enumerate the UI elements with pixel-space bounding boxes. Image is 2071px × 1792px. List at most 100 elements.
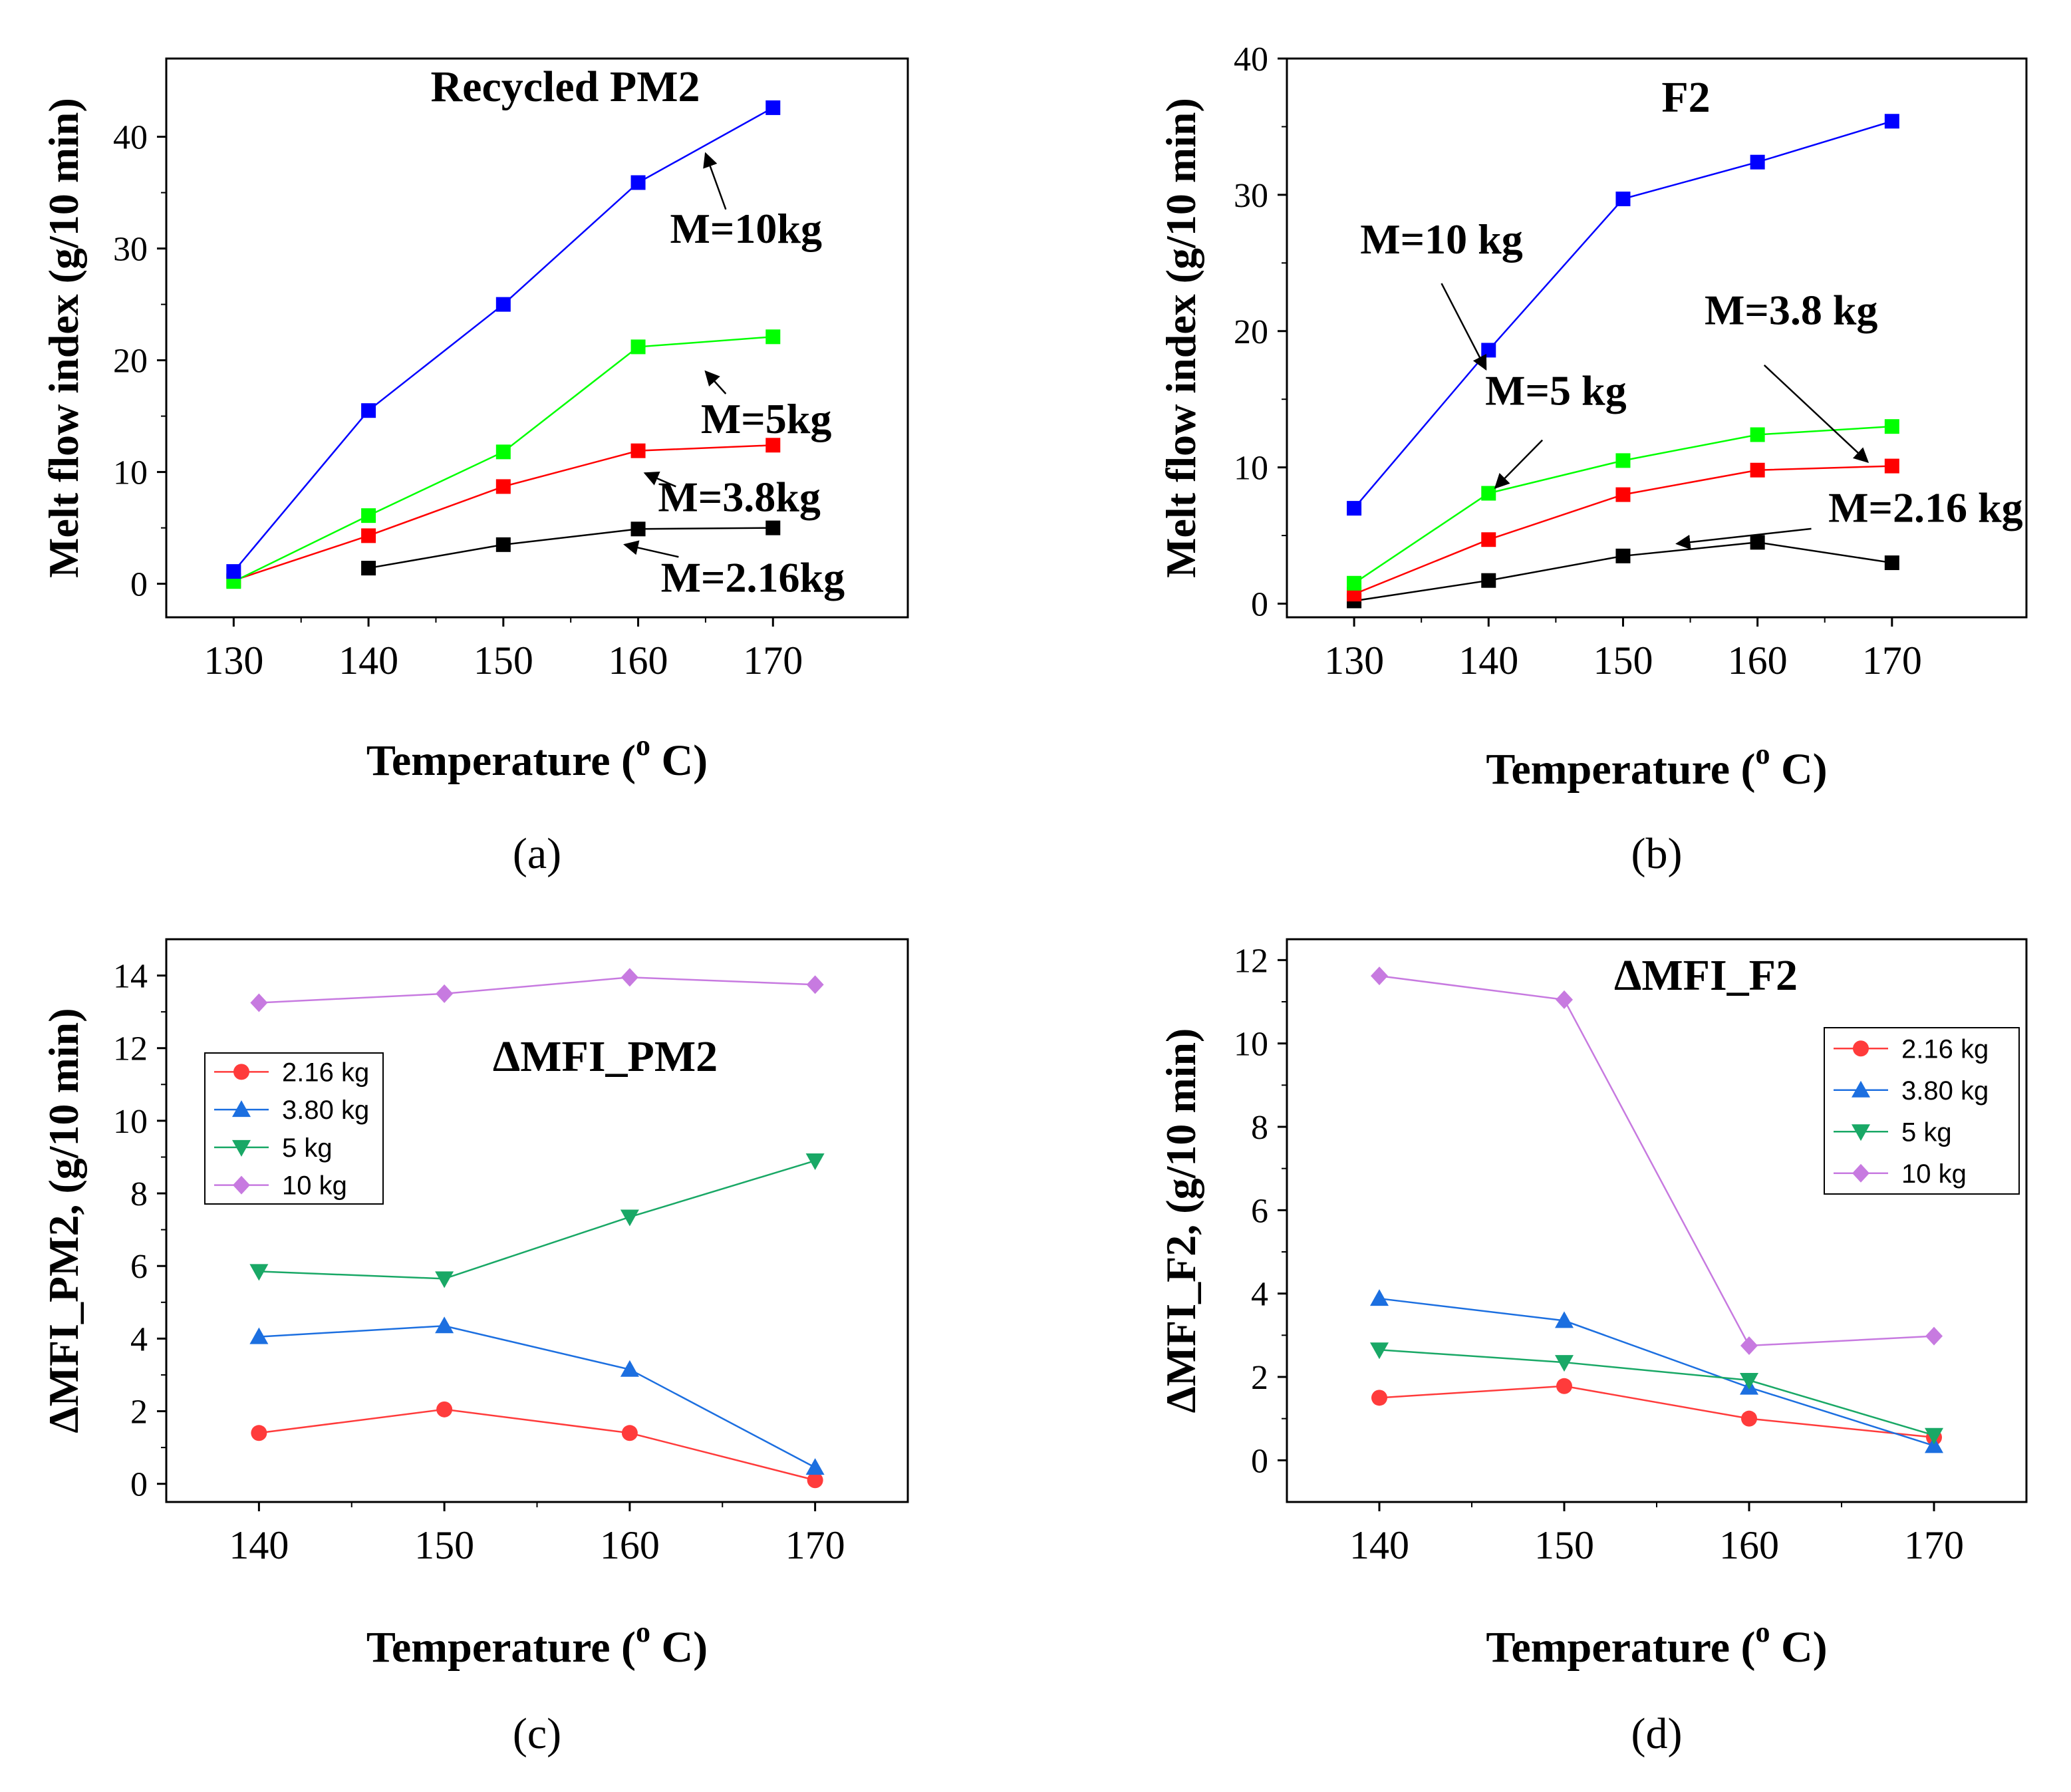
series-10-kg bbox=[250, 968, 824, 1012]
annotation-arrow bbox=[703, 152, 727, 210]
y-tick-label: 40 bbox=[1234, 41, 1268, 78]
legend-label: 2.16 kg bbox=[282, 1058, 369, 1087]
y-tick-label: 0 bbox=[1251, 1442, 1268, 1480]
series-10-kg bbox=[1371, 967, 1943, 1355]
legend-item: 3.80 kg bbox=[214, 1096, 369, 1125]
y-tick-label: 20 bbox=[113, 343, 148, 380]
annotation: M=2.16 kg bbox=[1675, 484, 2023, 550]
x-axis-label-unit: C) bbox=[1770, 745, 1827, 794]
x-axis-label: Temperature (o C) bbox=[1486, 1616, 1827, 1672]
x-tick-label: 150 bbox=[474, 639, 533, 682]
annotation-label: M=3.8kg bbox=[658, 473, 820, 520]
data-point bbox=[1740, 1336, 1758, 1355]
annotation-label: M=10kg bbox=[670, 205, 821, 252]
y-tick-label: 20 bbox=[1234, 313, 1268, 351]
data-point bbox=[1555, 1355, 1574, 1372]
data-point bbox=[1925, 1427, 1943, 1445]
x-tick-label: 170 bbox=[743, 639, 803, 682]
annotation: M=5 kg bbox=[1485, 367, 1627, 489]
plot-frame bbox=[165, 57, 909, 619]
x-tick-label: 160 bbox=[600, 1523, 660, 1567]
legend-label: 2.16 kg bbox=[1901, 1034, 1989, 1064]
data-point bbox=[361, 508, 376, 523]
panel-a-recycled-pm2: 130 140 150 160 170 0 10 20 30 40 Recycled PM2 Melt… bbox=[40, 57, 909, 878]
legend-label: 10 kg bbox=[282, 1171, 347, 1201]
y-tick-label: 0 bbox=[130, 1466, 148, 1504]
data-point bbox=[1556, 990, 1573, 1009]
data-point bbox=[435, 1316, 454, 1334]
data-point bbox=[630, 443, 646, 458]
y-tick-label: 40 bbox=[113, 119, 148, 157]
x-tick-label: 140 bbox=[1458, 639, 1518, 682]
y-tick-label: 14 bbox=[113, 958, 148, 996]
legend-box bbox=[1824, 1027, 2020, 1195]
data-point bbox=[1740, 1373, 1758, 1390]
data-point bbox=[1750, 462, 1765, 478]
series-2.16-kg bbox=[1371, 1378, 1942, 1445]
data-point bbox=[1615, 192, 1631, 207]
legend-item: 5 kg bbox=[214, 1133, 333, 1163]
x-tick-label: 160 bbox=[609, 639, 668, 682]
x-axis-ticks: 140 150 160 170 bbox=[1349, 1502, 1964, 1567]
y-tick-label: 6 bbox=[1251, 1192, 1268, 1230]
annotation-label: M=3.8 kg bbox=[1705, 287, 1877, 334]
data-point bbox=[1884, 458, 1899, 474]
x-tick-label: 140 bbox=[339, 639, 398, 682]
data-point bbox=[226, 564, 241, 579]
annotation-arrow bbox=[623, 540, 679, 558]
annotation: M=10kg bbox=[670, 152, 822, 252]
y-axis-label: Melt flow index (g/10 min) bbox=[40, 98, 87, 578]
y-tick-label: 10 bbox=[1234, 450, 1268, 488]
data-point bbox=[436, 984, 454, 1003]
data-point bbox=[1481, 573, 1496, 588]
x-tick-label: 150 bbox=[1534, 1523, 1594, 1567]
data-point bbox=[1615, 453, 1631, 468]
panel-label: (a) bbox=[513, 829, 561, 878]
annotation-arrow bbox=[643, 471, 676, 488]
x-axis-label-main: Temperature ( bbox=[366, 736, 636, 785]
chart-title: Recycled PM2 bbox=[431, 63, 700, 111]
legend-label: 3.80 kg bbox=[1901, 1076, 1989, 1106]
series-line bbox=[368, 527, 773, 569]
panel-c-delta-mfi-pm2: 140 150 160 170 0 2 4 6 8 10 12 14 ΔMFI_PM2 ΔMFI_PM2,… bbox=[40, 938, 909, 1758]
x-axis-label-degree: o bbox=[1755, 738, 1770, 770]
y-tick-label: 0 bbox=[130, 566, 148, 604]
x-axis-label-main: Temperature ( bbox=[1486, 745, 1755, 794]
series-line bbox=[1379, 974, 1935, 1347]
series-m-2.16-kg bbox=[1347, 535, 1899, 609]
x-axis-label-degree: o bbox=[636, 1616, 650, 1648]
x-tick-label: 170 bbox=[1904, 1523, 1964, 1567]
x-tick-label: 140 bbox=[1349, 1523, 1409, 1567]
y-tick-label: 2 bbox=[130, 1394, 148, 1431]
data-point bbox=[250, 993, 268, 1012]
data-point bbox=[765, 329, 781, 345]
annotation-label: M=2.16kg bbox=[661, 553, 845, 601]
annotation-arrow bbox=[1494, 439, 1544, 489]
data-point bbox=[1884, 419, 1899, 434]
series-m-10kg bbox=[226, 100, 781, 579]
legend: 2.16 kg 3.80 kg 5 kg 10 kg bbox=[1824, 1027, 2020, 1195]
x-axis-label-unit: C) bbox=[650, 1623, 708, 1672]
data-point bbox=[1741, 1410, 1757, 1427]
legend-swatch-marker bbox=[1852, 1080, 1870, 1098]
series-m-2.16kg bbox=[361, 520, 781, 576]
y-tick-label: 8 bbox=[1251, 1109, 1268, 1147]
annotation-label: M=5kg bbox=[701, 395, 831, 442]
data-point bbox=[620, 1360, 639, 1377]
data-point bbox=[1347, 575, 1362, 591]
data-point bbox=[1925, 1436, 1943, 1453]
y-axis-ticks: 0 10 20 30 40 bbox=[1234, 41, 1287, 624]
y-axis-ticks: 0 2 4 6 8 10 12 bbox=[1234, 942, 1287, 1480]
legend-box bbox=[204, 1052, 384, 1205]
data-point bbox=[1750, 427, 1765, 442]
annotation-arrow bbox=[1763, 365, 1869, 463]
series-line bbox=[259, 976, 815, 1004]
data-point bbox=[1556, 1378, 1572, 1394]
y-tick-label: 0 bbox=[1251, 586, 1268, 624]
y-tick-label: 6 bbox=[130, 1248, 148, 1286]
data-point bbox=[495, 537, 511, 552]
y-axis-label: Melt flow index (g/10 min) bbox=[1157, 98, 1204, 578]
x-axis-label: Temperature (o C) bbox=[366, 1616, 708, 1672]
y-tick-label: 10 bbox=[1234, 1026, 1268, 1064]
